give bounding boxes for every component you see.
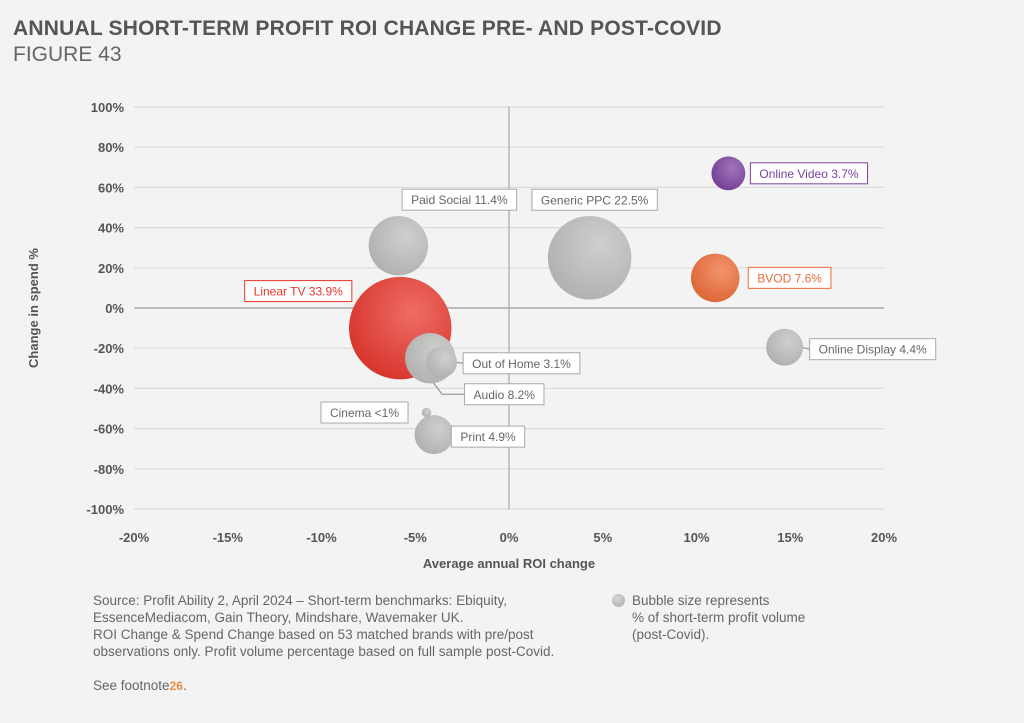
- legend-line: (post-Covid).: [632, 627, 710, 642]
- source-notes: Source: Profit Ability 2, April 2024 – S…: [93, 592, 613, 660]
- x-tick-label: -10%: [306, 530, 337, 545]
- bubble-label-text: Audio 8.2%: [474, 388, 536, 402]
- x-tick-label: 20%: [871, 530, 897, 545]
- legend-line: % of short-term profit volume: [632, 610, 806, 625]
- bubble-bvod: [690, 253, 740, 303]
- bubble-out-of-home: [426, 346, 457, 378]
- bubble-label-text: Cinema <1%: [330, 406, 399, 420]
- footnote-link[interactable]: 26: [169, 679, 183, 693]
- x-tick-label: 5%: [593, 530, 612, 545]
- y-axis-title: Change in spend %: [26, 248, 41, 368]
- bubbles: [349, 156, 804, 455]
- bubble-label-out-of-home: Out of Home 3.1%: [462, 352, 581, 375]
- y-tick-label: 0%: [105, 301, 124, 316]
- label-box: [749, 162, 869, 185]
- bubble-label-bvod: BVOD 7.6%: [747, 266, 832, 289]
- footnote-prefix: See footnote: [93, 678, 170, 693]
- x-tick-label: -5%: [404, 530, 428, 545]
- bubble-label-audio: Audio 8.2%: [464, 383, 545, 406]
- legend-bubble-icon: [612, 594, 625, 607]
- source-line: ROI Change & Spend Change based on 53 ma…: [93, 627, 534, 642]
- gridlines: [134, 106, 884, 510]
- bubble-online-video: [711, 156, 746, 191]
- x-tick-label: 15%: [777, 530, 803, 545]
- legend-line: Bubble size represents: [632, 593, 770, 608]
- x-tick-label: 0%: [500, 530, 519, 545]
- bubble-label-text: Out of Home 3.1%: [472, 357, 571, 371]
- bubble-cinema: [421, 407, 432, 418]
- bubble-label-generic-ppc: Generic PPC 22.5%: [531, 188, 658, 211]
- y-tick-label: 80%: [98, 140, 124, 155]
- y-tick-label: 60%: [98, 180, 124, 195]
- bubble-label-linear-tv: Linear TV 33.9%: [244, 280, 353, 303]
- bubble-label-cinema: Cinema <1%: [320, 401, 409, 424]
- chart-title: ANNUAL SHORT-TERM PROFIT ROI CHANGE PRE-…: [13, 17, 722, 40]
- bubble-online-display: [766, 328, 804, 366]
- y-tick-label: 20%: [98, 261, 124, 276]
- footnote-suffix: .: [182, 678, 187, 693]
- y-tick-label: -100%: [86, 502, 124, 517]
- legend: Bubble size represents % of short-term p…: [612, 592, 832, 643]
- label-box: [450, 425, 526, 448]
- bubble-label-online-video: Online Video 3.7%: [749, 162, 869, 185]
- label-box: [464, 383, 545, 406]
- bubble-label-online-display: Online Display 4.4%: [809, 338, 937, 361]
- figure-number: FIGURE 43: [13, 43, 122, 66]
- label-box: [531, 188, 658, 211]
- label-box: [244, 280, 353, 303]
- leader-line: [431, 381, 465, 395]
- x-tick-label: 10%: [683, 530, 709, 545]
- y-tick-label: -60%: [94, 422, 125, 437]
- bubble-label-text: Paid Social 11.4%: [411, 193, 508, 207]
- bubble-label-text: Online Display 4.4%: [819, 343, 927, 357]
- label-box: [747, 266, 832, 289]
- label-box: [320, 401, 409, 424]
- bubble-labels: Online Video 3.7% Generic PPC 22.5% BVOD 7…: [244, 162, 937, 448]
- bubble-label-text: BVOD 7.6%: [757, 271, 822, 285]
- bubble-paid-social: [368, 215, 429, 276]
- footnote-reference: See footnote26.: [93, 678, 187, 693]
- x-tick-label: -15%: [213, 530, 244, 545]
- y-axis-ticks: 100% 80% 60% 40% 20% 0% -20% -40% -60% -80% -100%: [86, 100, 124, 517]
- label-box: [401, 188, 518, 211]
- y-tick-label: -80%: [94, 462, 125, 477]
- bubble-label-text: Online Video 3.7%: [759, 167, 859, 181]
- source-line: Source: Profit Ability 2, April 2024 – S…: [93, 593, 507, 608]
- bubble-label-text: Generic PPC 22.5%: [541, 193, 649, 207]
- bubble-label-text: Print 4.9%: [460, 430, 516, 444]
- y-tick-label: -20%: [94, 341, 125, 356]
- x-axis-ticks: -20% -15% -10% -5% 0% 5% 10% 15% 20%: [119, 530, 898, 545]
- y-tick-label: -40%: [94, 381, 125, 396]
- bubble-generic-ppc: [547, 216, 632, 300]
- bubble-print: [414, 415, 454, 455]
- source-line: EssenceMediacom, Gain Theory, Mindshare,…: [93, 610, 464, 625]
- bubble-chart: 100%80%60%40%20%0%-20%-40%-60%-80%-100% …: [26, 100, 937, 571]
- y-tick-label: 100%: [91, 100, 125, 115]
- bubble-label-text: Linear TV 33.9%: [254, 285, 343, 299]
- bubble-label-paid-social: Paid Social 11.4%: [401, 188, 518, 211]
- x-axis-title: Average annual ROI change: [423, 556, 595, 571]
- source-line: observations only. Profit volume percent…: [93, 644, 555, 659]
- bubble-label-print: Print 4.9%: [450, 425, 526, 448]
- y-tick-label: 40%: [98, 221, 124, 236]
- label-box: [462, 352, 581, 375]
- label-box: [809, 338, 937, 361]
- x-tick-label: -20%: [119, 530, 150, 545]
